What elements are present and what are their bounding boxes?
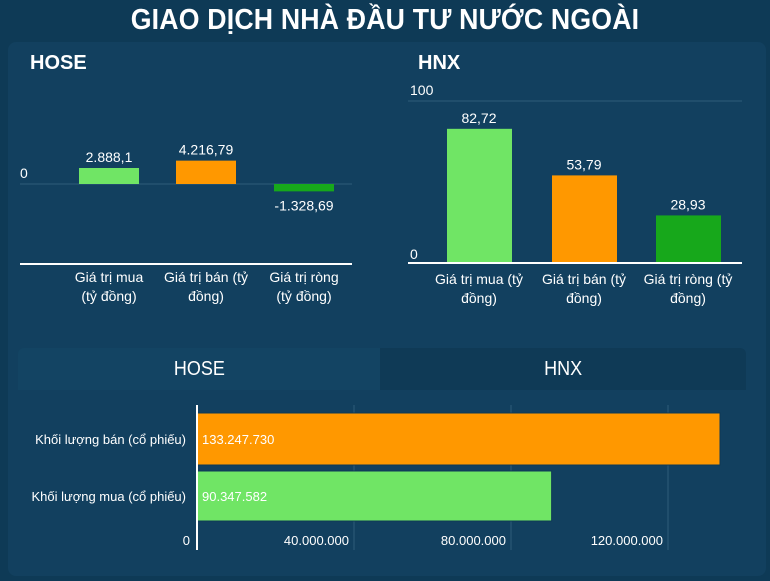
data-label: 2.888,1 [86,149,133,165]
bar-0 [196,412,721,466]
category-label: Giá trị mua (tỷ [435,271,523,287]
category-label: Giá trị bán (tỷ [542,271,626,287]
category-label: Giá trị ròng (tỷ [644,271,733,287]
category-label: Giá trị mua [75,269,144,285]
data-label: 82,72 [461,110,496,126]
data-label: 4.216,79 [179,142,234,158]
bar-2 [656,215,721,262]
bar-0 [447,128,512,262]
x-tick-label: 40.000.000 [284,533,349,548]
page-title: GIAO DỊCH NHÀ ĐẦU TƯ NƯỚC NGOÀI [130,4,640,36]
x-tick-label: 0 [183,533,190,548]
hnx-chart-title: HNX [418,52,461,74]
category-label: đồng) [670,290,706,306]
tab-hnx[interactable]: HNX [380,348,746,390]
category-label: Khối lượng mua (cổ phiếu) [31,489,186,504]
x-tick-label: 80.000.000 [441,533,506,548]
data-label: 90.347.582 [202,489,267,504]
category-label: đồng) [461,290,497,306]
bar-1 [196,470,553,522]
category-label: đồng) [188,288,224,304]
category-label: Khối lượng bán (cổ phiếu) [35,432,186,447]
y-tick-label: 0 [20,165,28,181]
bar-2 [274,184,334,192]
y-tick-label: 0 [410,246,418,262]
bar-1 [176,160,236,184]
data-label: 133.247.730 [202,432,274,447]
tab-hose-label: HOSE [173,357,225,380]
data-label: 28,93 [670,196,705,212]
category-label: (tỷ đồng) [81,288,136,304]
tab-hose[interactable]: HOSE [18,348,380,390]
bar-0 [79,168,139,184]
hose-chart-title: HOSE [30,52,87,74]
tab-hnx-label: HNX [543,357,582,380]
category-label: Giá trị ròng [269,269,338,285]
y-tick-label: 100 [410,82,434,98]
category-label: Giá trị bán (tỷ [164,269,248,285]
data-label: 53,79 [566,156,601,172]
category-label: đồng) [566,290,602,306]
bar-1 [552,175,617,262]
data-label: -1.328,69 [274,197,333,213]
x-tick-label: 120.000.000 [591,533,663,548]
category-label: (tỷ đồng) [276,288,331,304]
